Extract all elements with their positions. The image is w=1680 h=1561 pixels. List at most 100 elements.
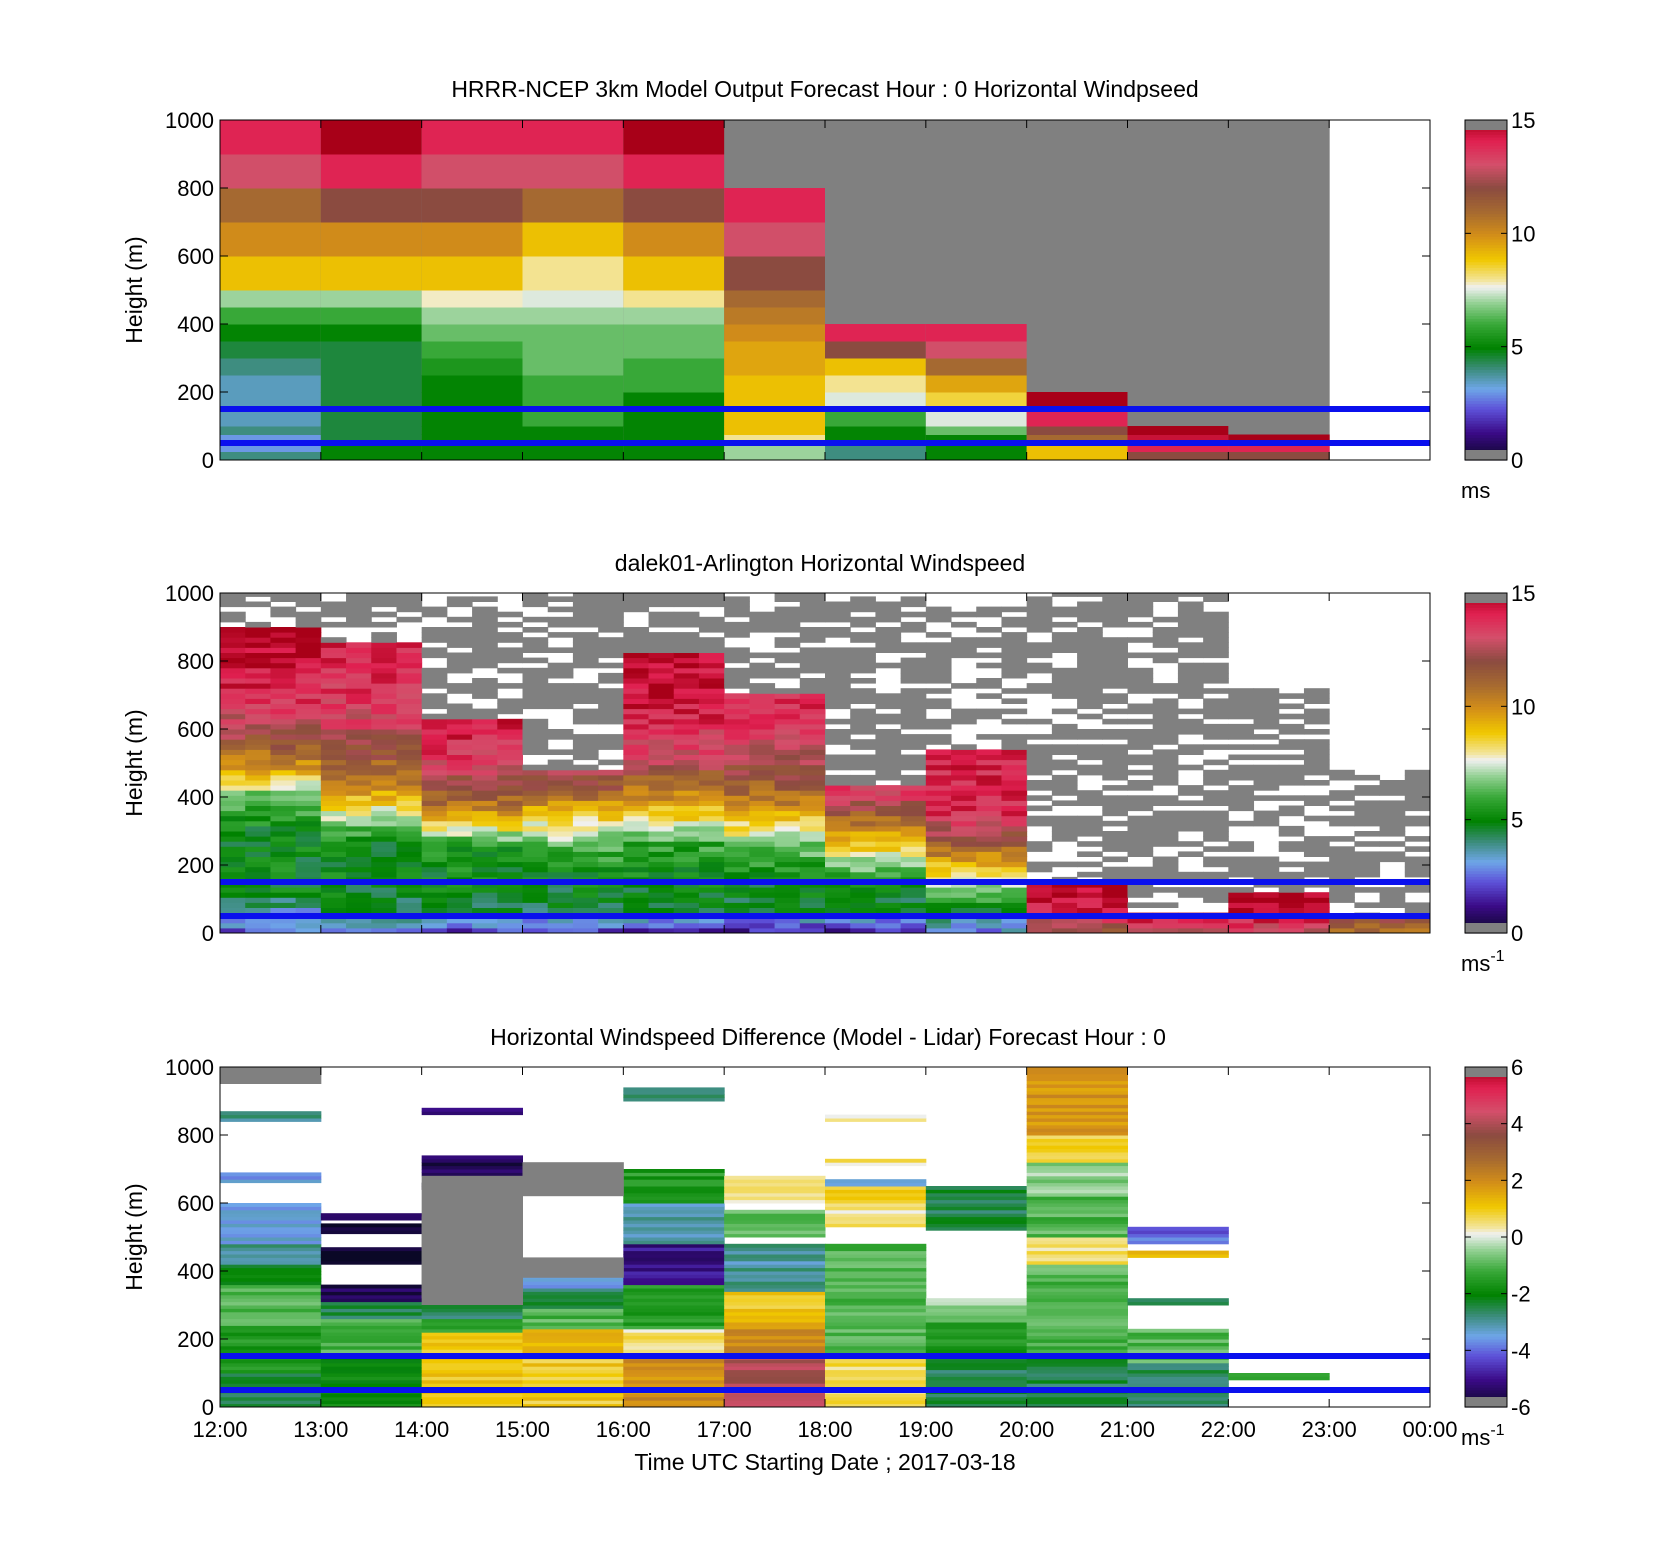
heatmap-cell <box>295 836 322 842</box>
heatmap-cell <box>245 917 271 924</box>
heatmap-cell <box>1026 1104 1128 1109</box>
heatmap-cell <box>774 836 801 842</box>
missing-cell <box>446 657 473 664</box>
colorbar-swatch <box>1465 675 1507 679</box>
heatmap-cell <box>421 795 448 801</box>
missing-cell <box>1303 688 1330 694</box>
missing-cell <box>1026 718 1053 725</box>
missing-cell <box>724 678 750 684</box>
heatmap-cell <box>774 810 801 817</box>
heatmap-cell <box>925 805 952 812</box>
heatmap-cell <box>774 846 801 852</box>
heatmap-cell <box>749 744 776 750</box>
heatmap-cell <box>648 703 675 710</box>
colorbar-swatch <box>1465 1276 1507 1281</box>
missing-cell <box>1228 120 1330 460</box>
heatmap-cell <box>1127 1298 1229 1303</box>
missing-cell <box>1077 688 1103 694</box>
colorbar-swatch <box>1465 1381 1507 1385</box>
missing-cell <box>850 667 876 674</box>
missing-cell <box>774 616 801 623</box>
heatmap-cell <box>421 871 448 878</box>
heatmap-cell <box>925 892 952 898</box>
heatmap-cell <box>799 754 826 761</box>
heatmap-cell <box>220 678 246 684</box>
missing-cell <box>572 652 599 659</box>
heatmap-cell <box>320 1393 423 1398</box>
heatmap-cell <box>270 708 297 715</box>
heatmap-cell <box>320 734 347 740</box>
x-tick-label: 16:00 <box>596 1417 651 1442</box>
heatmap-cell <box>623 810 650 817</box>
heatmap-cell <box>673 723 700 730</box>
missing-cell <box>1228 734 1255 740</box>
missing-cell <box>900 662 927 669</box>
heatmap-cell <box>346 718 372 725</box>
heatmap-cell <box>396 790 423 796</box>
missing-cell <box>1102 593 1128 597</box>
missing-cell <box>774 667 801 674</box>
missing-cell <box>522 647 549 653</box>
missing-cell <box>446 601 473 608</box>
heatmap-cell <box>346 810 372 817</box>
missing-cell <box>1077 627 1103 633</box>
colorbar-swatch <box>1465 1370 1507 1374</box>
heatmap-cell <box>724 1209 826 1214</box>
heatmap-cell <box>295 846 322 852</box>
missing-cell <box>497 708 523 715</box>
missing-cell <box>1228 866 1255 873</box>
heatmap-cell <box>1228 922 1255 929</box>
heatmap-cell <box>724 1328 826 1333</box>
missing-cell <box>472 678 498 684</box>
missing-cell <box>1303 764 1330 771</box>
heatmap-cell <box>623 1274 725 1279</box>
heatmap-cell <box>724 1376 826 1381</box>
panel-title: HRRR-NCEP 3km Model Output Forecast Hour… <box>451 76 1198 102</box>
missing-cell <box>850 723 876 730</box>
colorbar-swatch <box>1465 1333 1507 1337</box>
heatmap-cell <box>825 861 851 868</box>
missing-cell <box>1177 683 1204 689</box>
heatmap-cell <box>900 907 927 914</box>
x-ticks <box>219 593 1431 933</box>
heatmap-cell <box>648 693 675 699</box>
heatmap-cell <box>320 820 347 827</box>
missing-cell <box>1278 810 1305 817</box>
heatmap-cell <box>220 718 246 725</box>
missing-cell <box>1127 601 1154 608</box>
missing-cell <box>749 662 776 669</box>
heatmap-cell <box>925 831 952 837</box>
heatmap-cell <box>472 800 498 806</box>
heatmap-cell <box>547 922 574 929</box>
heatmap-cell <box>1001 836 1028 842</box>
heatmap-cell <box>724 836 750 842</box>
heatmap-cell <box>976 871 1002 878</box>
heatmap-cell <box>421 892 448 898</box>
heatmap-cell <box>799 887 826 893</box>
heatmap-cell <box>598 841 624 847</box>
colorbar-swatch <box>1465 372 1507 376</box>
heatmap-cell <box>220 754 246 761</box>
missing-cell <box>1404 790 1430 796</box>
colorbar-swatch <box>1465 1084 1507 1088</box>
missing-cell <box>1152 856 1179 863</box>
heatmap-cell <box>825 1203 927 1207</box>
missing-cell <box>976 683 1002 689</box>
heatmap-cell <box>572 815 599 822</box>
missing-cell <box>1354 815 1381 822</box>
heatmap-cell <box>1001 856 1028 863</box>
heatmap-cell <box>320 754 347 761</box>
heatmap-cell <box>623 734 650 740</box>
missing-cell <box>648 642 675 648</box>
missing-cell <box>1177 744 1204 750</box>
heatmap-cell <box>320 434 423 444</box>
heatmap-cell <box>623 1243 725 1248</box>
heatmap-cell <box>1127 434 1229 444</box>
heatmap-cell <box>220 1294 322 1299</box>
colorbar-swatch <box>1465 607 1507 611</box>
missing-cell <box>1001 739 1028 745</box>
heatmap-cell <box>220 1325 322 1330</box>
heatmap-cell <box>1026 902 1053 908</box>
missing-cell <box>875 754 902 761</box>
heatmap-cell <box>1026 392 1128 410</box>
